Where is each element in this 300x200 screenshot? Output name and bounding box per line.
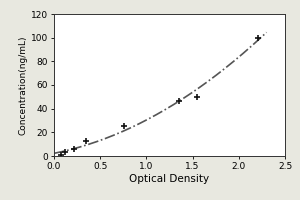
X-axis label: Optical Density: Optical Density [129, 174, 210, 184]
Point [176, 99, 181, 102]
Point [58, 153, 63, 157]
Point [72, 147, 77, 150]
Point [62, 151, 67, 154]
Point [84, 140, 88, 143]
Point [255, 36, 260, 39]
Point [195, 95, 200, 98]
Y-axis label: Concentration(ng/mL): Concentration(ng/mL) [19, 35, 28, 135]
Point [121, 125, 126, 128]
